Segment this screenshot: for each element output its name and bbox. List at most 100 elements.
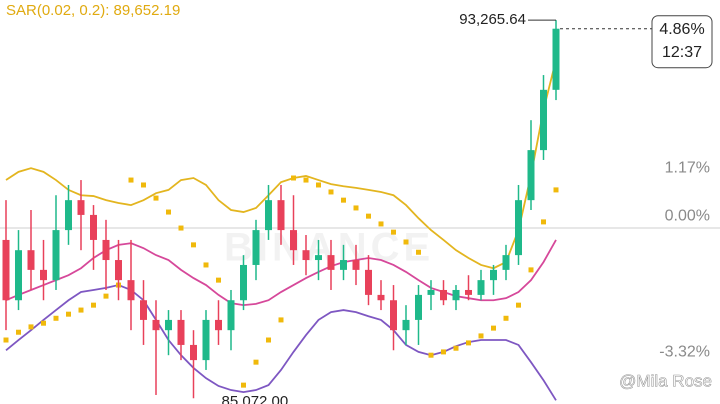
sar-dot — [28, 324, 34, 330]
sar-dot — [441, 349, 446, 355]
sar-dot — [53, 315, 59, 321]
candle-body — [527, 150, 535, 201]
candle-body — [327, 255, 335, 270]
candle-body — [77, 200, 85, 215]
candle-body — [465, 289, 472, 295]
candle-body — [127, 280, 135, 301]
sar-dot — [341, 197, 346, 203]
countdown: 12:37 — [662, 44, 702, 61]
candle-body — [252, 230, 260, 265]
sar-dot — [278, 317, 284, 323]
candle-body — [177, 319, 185, 345]
sar-dot — [66, 311, 71, 317]
sar-dot — [328, 189, 334, 195]
band-line — [5, 239, 557, 307]
chart-title: SAR(0.02, 0.2): 89,652.19 — [6, 2, 180, 19]
sar-dot — [78, 307, 84, 313]
candle-body — [140, 300, 147, 320]
sar-dot — [141, 182, 146, 188]
candle-body — [2, 239, 10, 301]
sar-dot — [303, 177, 309, 183]
candle-body — [90, 214, 97, 240]
candle-body — [540, 89, 547, 151]
sar-dot — [353, 205, 359, 211]
sar-dot — [503, 315, 509, 321]
credit: @Mila Rose — [619, 371, 712, 390]
candle-body — [15, 250, 22, 301]
candle-body — [340, 260, 347, 270]
candle-body — [27, 250, 35, 270]
sar-dot — [103, 293, 109, 299]
sar-dot — [466, 340, 471, 346]
low-label: 85,072.00 — [222, 393, 289, 404]
sar-dot — [191, 242, 196, 248]
sar-dot — [166, 209, 171, 215]
candle-body — [452, 289, 460, 301]
sar-dot — [316, 182, 321, 188]
band-line — [5, 284, 557, 401]
candle-body — [190, 344, 197, 361]
candle-body — [102, 239, 110, 261]
sar-dot — [453, 345, 459, 351]
sar-dot — [553, 187, 559, 193]
candle-body — [440, 289, 447, 301]
candle-body — [502, 255, 510, 270]
sar-dot — [391, 229, 396, 235]
candle-body — [552, 28, 560, 90]
sar-dot — [266, 337, 271, 343]
sar-dot — [378, 221, 384, 227]
candle-body — [227, 300, 235, 331]
candle-body — [265, 200, 272, 231]
sar-dot — [491, 325, 496, 331]
sar-dot — [478, 333, 484, 339]
sar-dot — [366, 213, 371, 219]
candle-body — [377, 294, 385, 301]
sar-dot — [241, 382, 246, 388]
candle-body — [40, 269, 47, 281]
candle-body — [277, 200, 285, 231]
candle-body — [115, 260, 122, 281]
y-tick-label: 1.17% — [665, 159, 710, 176]
candle-body — [152, 319, 160, 331]
price-tag-label: 4.86% — [659, 21, 704, 38]
sar-dot — [153, 195, 159, 201]
candle-body — [390, 300, 397, 331]
candle-body — [165, 319, 172, 331]
sar-dot — [16, 329, 21, 335]
candle-body — [302, 250, 310, 261]
candle-body — [515, 200, 522, 256]
sar-dot — [253, 359, 259, 365]
plot-area: 1.17% 0.00% -3.32% 93,265.64 85,072.00 4.86% 1… — [0, 11, 720, 404]
sar-dot — [178, 225, 184, 231]
sar-dot — [3, 337, 9, 343]
y-tick-label: -3.32% — [659, 343, 710, 360]
candle-body — [490, 269, 497, 281]
sar-dot — [128, 177, 134, 183]
candle-body — [65, 200, 72, 231]
candle-body — [365, 269, 372, 295]
candle-body — [415, 294, 422, 320]
candle-body — [202, 319, 210, 361]
sar-dot — [91, 302, 96, 308]
candle-body — [402, 319, 410, 331]
y-tick-label: 0.00% — [665, 207, 710, 224]
candle-body — [52, 230, 60, 281]
candle-body — [477, 280, 485, 295]
sar-dot — [403, 239, 409, 245]
candle-body — [290, 230, 297, 251]
sar-dot — [541, 219, 546, 225]
sar-dot — [528, 267, 534, 273]
candle-body — [215, 319, 222, 331]
sar-dot — [516, 302, 521, 308]
sar-dot — [203, 262, 209, 268]
sar-dot — [416, 249, 421, 255]
sar-dot — [41, 320, 46, 326]
sar-dot — [428, 352, 434, 358]
sar-dot — [291, 175, 296, 181]
candle-body — [315, 255, 322, 261]
price-tag — [651, 15, 713, 69]
candle-body — [352, 260, 360, 270]
band-line — [5, 59, 557, 270]
high-label: 93,265.64 — [459, 11, 526, 28]
